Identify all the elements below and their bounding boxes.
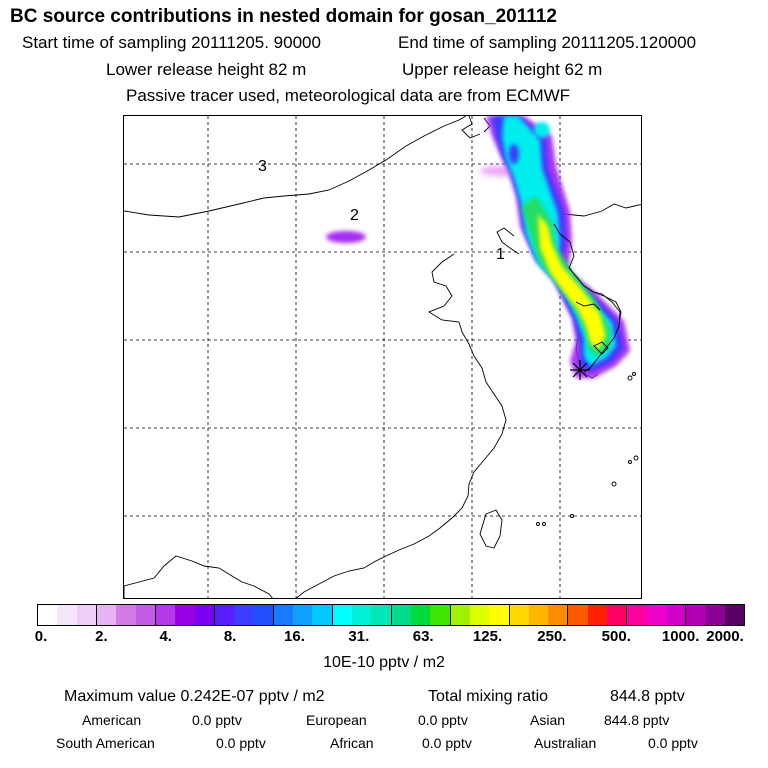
region-name-south-american: South American	[56, 735, 155, 751]
colorbar-cell	[548, 605, 569, 625]
tracer-note: Passive tracer used, meteorological data…	[126, 86, 571, 105]
colorbar-cell	[489, 605, 510, 625]
colorbar-cell	[57, 605, 77, 625]
cluster-label-3: 3	[258, 158, 267, 175]
cluster-2-blob	[326, 231, 366, 243]
colorbar-cell	[332, 605, 352, 625]
max-value-label: Maximum value 0.242E-07 pptv / m2	[64, 688, 325, 705]
region-name-asian: Asian	[530, 712, 566, 728]
cluster-label-1: 1	[496, 246, 505, 263]
colorbar-cell	[410, 605, 431, 625]
colorbar-tick-label: 16.	[284, 628, 305, 645]
colorbar-cell	[607, 605, 628, 625]
colorbar-unit: 10E-10 pptv / m2	[323, 654, 445, 671]
colorbar-cell	[194, 605, 215, 625]
plume-field	[326, 116, 630, 378]
region-value-african: 0.0 pptv	[422, 735, 472, 751]
colorbar-tick-label: 4.	[159, 628, 172, 645]
colorbar-tick-label: 63.	[412, 628, 434, 645]
colorbar-cell	[568, 605, 588, 625]
colorbar-cell	[155, 605, 176, 625]
colorbar-tick-label: 2000.	[706, 628, 744, 645]
region-value-european: 0.0 pptv	[418, 712, 468, 728]
colorbar-cell	[430, 605, 451, 625]
plume-yellow	[538, 214, 606, 350]
region-name-australian: Australian	[534, 735, 597, 751]
region-value-asian: 844.8 pptv	[604, 712, 670, 728]
colorbar	[37, 604, 745, 626]
total-mixing-label: Total mixing ratio	[428, 688, 549, 705]
lat-lon-grid	[124, 116, 641, 598]
region-value-south-american: 0.0 pptv	[216, 735, 266, 751]
colorbar-cell	[116, 605, 136, 625]
map-canvas: 1 2 3	[124, 116, 641, 598]
coastlines-overlay	[553, 223, 621, 373]
plume-core-upper	[534, 122, 550, 138]
colorbar-cell	[352, 605, 372, 625]
region-name-american: American	[82, 712, 142, 728]
region-name-european: European	[306, 712, 367, 728]
colorbar-cell	[96, 605, 117, 625]
colorbar-tick-label: 125.	[472, 628, 503, 645]
region-value-american: 0.0 pptv	[192, 712, 242, 728]
colorbar-cell	[253, 605, 274, 625]
star-marker-icon	[570, 360, 590, 380]
cluster-label-2: 2	[350, 207, 359, 224]
colorbar-cell	[214, 605, 235, 625]
map-title: BC source contributions in nested domain…	[10, 6, 557, 27]
colorbar-cell	[724, 605, 745, 625]
colorbar-cell	[686, 605, 706, 625]
colorbar-cell	[293, 605, 313, 625]
colorbar-cell	[646, 605, 666, 625]
end-time-label: End time of sampling 20111205.120000	[398, 33, 697, 52]
colorbar-tick-label: 500.	[601, 628, 631, 645]
colorbar-cell	[666, 605, 687, 625]
colorbar-cell	[234, 605, 254, 625]
colorbar-tick-label: 0.	[34, 628, 48, 645]
colorbar-cell	[38, 605, 58, 625]
colorbar-tick-label: 250.	[537, 628, 567, 645]
colorbar-cell	[273, 605, 294, 625]
colorbar-cell	[509, 605, 529, 625]
colorbar-cell	[705, 605, 725, 625]
upper-height-label: Upper release height 62 m	[402, 60, 603, 79]
region-value-australian: 0.0 pptv	[648, 735, 698, 751]
colorbar-cell	[76, 605, 97, 625]
colorbar-tick-label: 1000.	[661, 628, 700, 645]
map-panel: 1 2 3	[123, 115, 642, 599]
colorbar-cell	[528, 605, 549, 625]
lower-height-label: Lower release height 82 m	[106, 60, 307, 79]
colorbar-tick-label: 2.	[95, 628, 108, 645]
coastlines	[124, 116, 641, 598]
colorbar-cell	[627, 605, 647, 625]
colorbar-cell	[175, 605, 195, 625]
colorbar-cell	[312, 605, 333, 625]
total-mixing-value: 844.8 pptv	[610, 688, 685, 705]
colorbar-cell	[469, 605, 490, 625]
plume-core-north	[509, 144, 519, 164]
start-time-label: Start time of sampling 20111205. 90000	[22, 33, 321, 52]
colorbar-cell	[391, 605, 411, 625]
colorbar-cell	[450, 605, 470, 625]
colorbar-tick-label: 8.	[223, 628, 237, 645]
region-name-african: African	[330, 735, 374, 751]
colorbar-tick-label: 31.	[348, 628, 370, 645]
colorbar-cell	[587, 605, 608, 625]
colorbar-cell	[371, 605, 392, 625]
colorbar-cell	[135, 605, 156, 625]
